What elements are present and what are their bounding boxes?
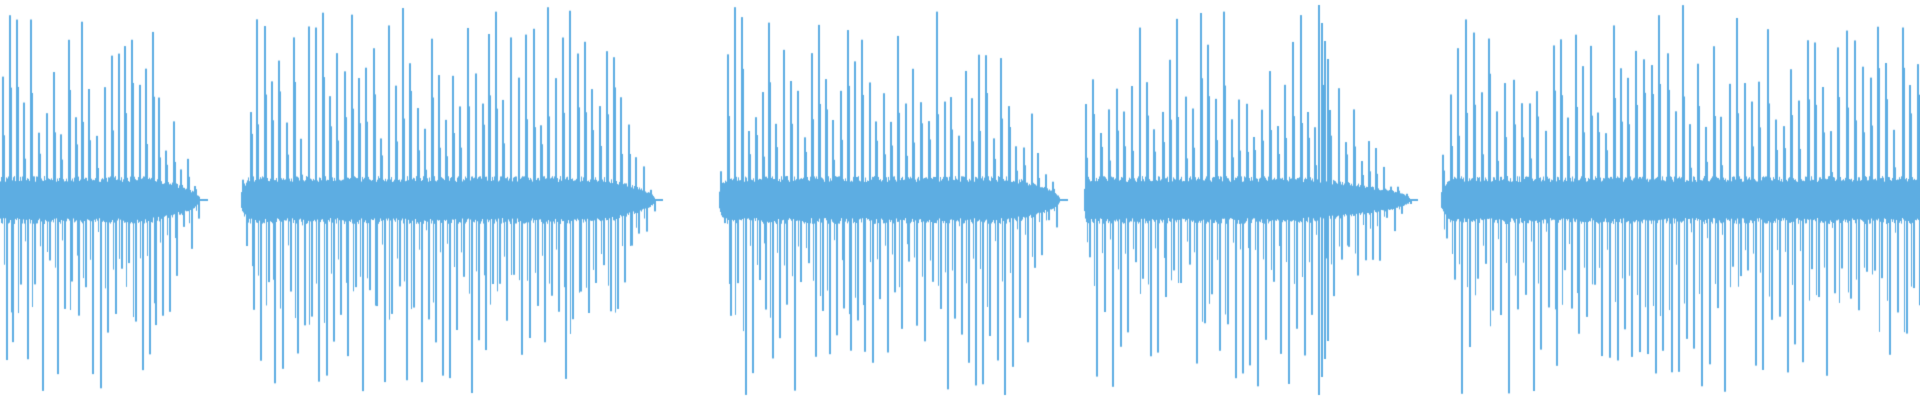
waveform-view[interactable] — [0, 0, 1920, 400]
audio-waveform[interactable] — [0, 0, 1920, 400]
